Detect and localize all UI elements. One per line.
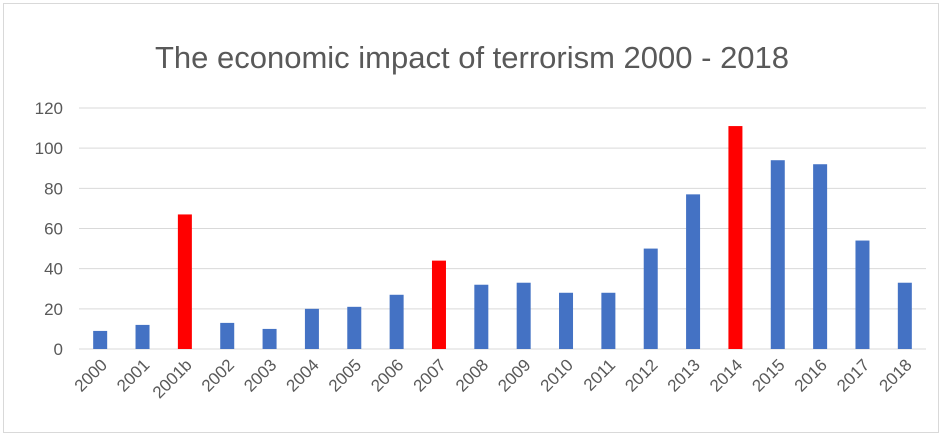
y-tick-label: 100 [35,139,63,158]
bar-2006 [389,294,404,349]
y-tick-label: 80 [44,179,63,198]
y-tick-label: 40 [44,260,63,279]
x-tick-label: 2001b [149,355,196,402]
x-tick-label: 2000 [71,355,111,395]
bar-2001b [177,214,192,349]
x-tick-label: 2018 [875,355,915,395]
x-tick-label: 2013 [664,355,704,395]
bars [93,126,912,349]
chart-title: The economic impact of terrorism 2000 - … [155,40,789,75]
bar-2014 [728,126,743,349]
bar-2013 [686,194,701,349]
x-tick-label: 2007 [410,355,450,395]
x-tick-label: 2016 [791,355,831,395]
bar-2007 [431,260,446,349]
x-tick-label: 2012 [621,355,661,395]
y-axis: 0 20 40 60 80 100 120 [35,99,63,359]
bar-2003 [262,328,277,349]
x-tick-label: 2015 [748,355,788,395]
x-tick-label: 2006 [367,355,407,395]
bar-2011 [601,292,616,349]
bar-chart: The economic impact of terrorism 2000 - … [35,40,926,402]
bar-2016 [813,164,828,349]
gridlines [79,107,926,350]
x-tick-label: 2008 [452,355,492,395]
bar-2002 [220,322,235,349]
bar-2001 [135,324,150,349]
x-tick-label: 2017 [833,355,873,395]
bar-2012 [643,248,658,349]
bar-2009 [516,282,531,349]
x-tick-label: 2002 [198,355,238,395]
bar-2010 [559,292,574,349]
bar-2018 [897,282,912,349]
chart-area: The economic impact of terrorism 2000 - … [3,3,939,433]
x-tick-label: 2001 [113,355,153,395]
bar-2015 [770,160,785,349]
x-tick-label: 2003 [240,355,280,395]
x-tick-label: 2011 [580,355,619,394]
bar-2005 [347,306,362,349]
y-tick-label: 20 [44,300,63,319]
y-tick-label: 0 [54,340,63,359]
y-tick-label: 60 [44,220,63,239]
bar-2004 [304,308,319,349]
bar-2008 [474,284,489,349]
bar-2000 [93,330,108,349]
x-tick-label: 2010 [537,355,577,395]
x-tick-label: 2004 [283,355,323,395]
x-tick-label: 2009 [494,355,534,395]
bar-2017 [855,240,870,349]
x-tick-label: 2005 [325,355,365,395]
x-tick-label: 2014 [706,355,746,395]
y-tick-label: 120 [35,99,63,118]
